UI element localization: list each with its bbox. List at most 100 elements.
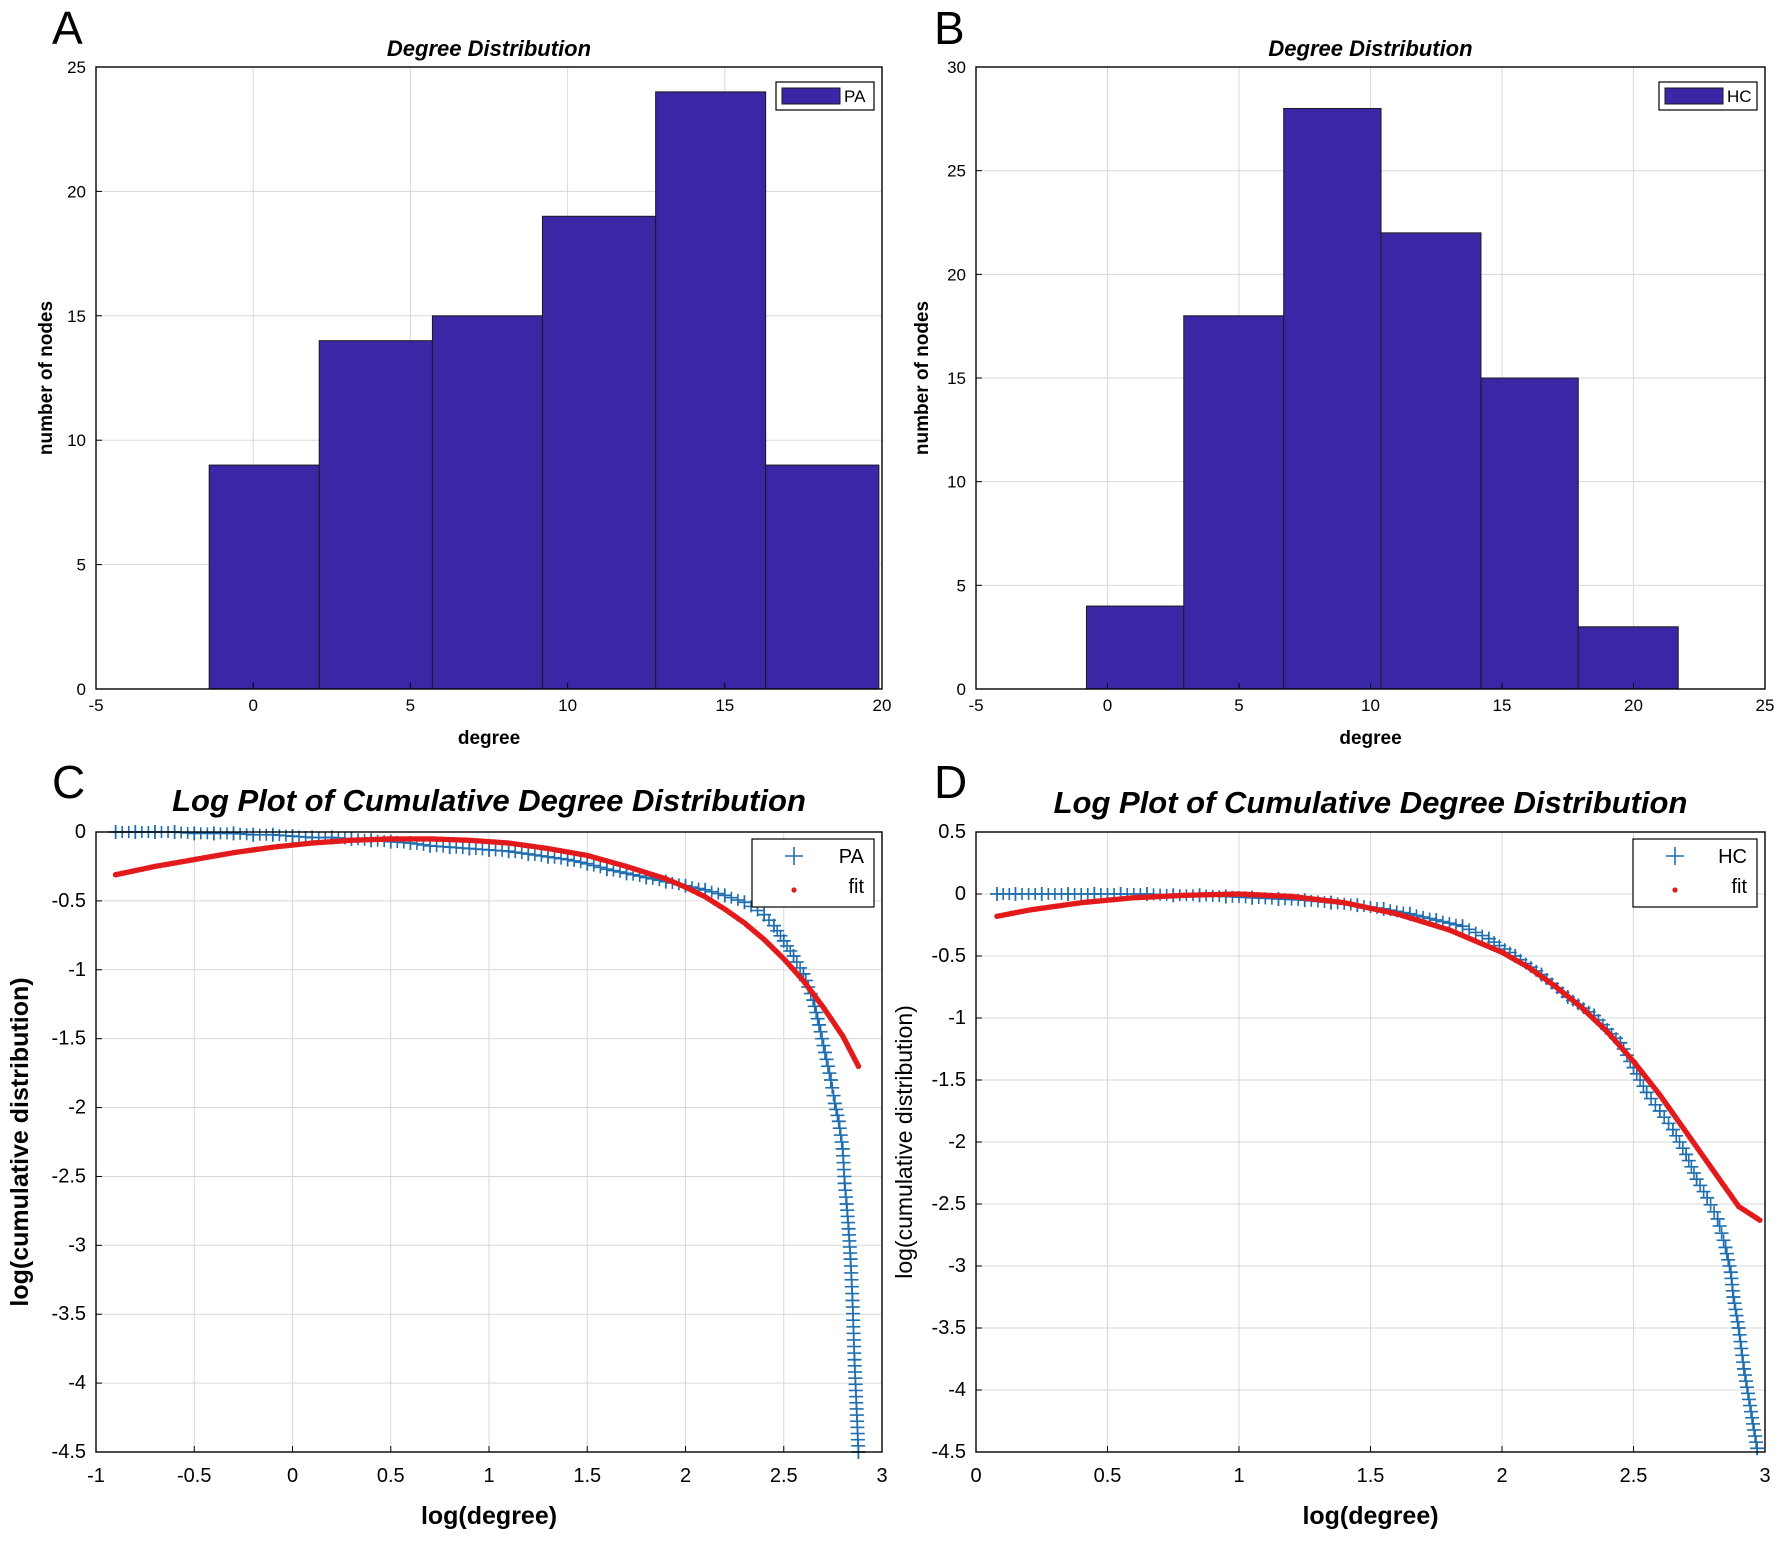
chart-b-legend-label: HC <box>1727 87 1752 106</box>
chart-c-ytick-label: -0.5 <box>52 890 86 912</box>
chart-c-point-pa <box>835 1141 852 1183</box>
chart-c-panel-letter: C <box>52 760 85 808</box>
chart-b-xtick-label: 0 <box>1103 696 1112 715</box>
chart-a-bar <box>655 91 767 690</box>
chart-b-bar <box>1183 315 1285 690</box>
chart-c-point-pa <box>843 1252 860 1300</box>
chart-a-xtick-label: -5 <box>88 696 103 715</box>
chart-a-xtick-label: 0 <box>248 696 257 715</box>
chart-d-legend-label-fit: fit <box>1731 876 1747 898</box>
chart-b-xlabel: degree <box>1339 728 1401 749</box>
chart-c-point-pa <box>521 847 549 862</box>
chart-d-point-hc <box>1271 891 1306 906</box>
chart-d-legend-label-hc: HC <box>1718 846 1747 868</box>
chart-d-ylabel: log(cumulative distribution) <box>892 1005 917 1279</box>
chart-c-point-pa <box>501 844 529 860</box>
chart-d-xtick-label: 2 <box>1496 1465 1507 1487</box>
chart-c-point-pa <box>786 949 808 974</box>
chart-d-xtick-label: 1.5 <box>1357 1465 1385 1487</box>
chart-c-ytick-label: 0 <box>75 821 86 843</box>
chart-c-ytick-label: -4 <box>68 1372 86 1394</box>
chart-b-bar <box>1480 377 1579 690</box>
chart-b-legend-swatch <box>1664 87 1724 105</box>
chart-c-point-pa <box>776 933 798 957</box>
chart-c-xtick-label: -0.5 <box>177 1465 211 1487</box>
chart-d-title: Log Plot of Cumulative Degree Distributi… <box>1054 785 1688 820</box>
chart-d-xtick-label: 3 <box>1759 1465 1770 1487</box>
chart-a-legend-label: PA <box>844 87 866 106</box>
panel-c: C Log Plot of Cumulative Degree Distribut… <box>0 760 892 1544</box>
chart-b-legend: HC <box>1658 81 1758 111</box>
chart-c-xtick-label: 2 <box>680 1465 691 1487</box>
chart-c-point-pa <box>560 852 588 869</box>
chart-d-panel-letter: D <box>934 760 967 808</box>
chart-a-bar <box>541 215 657 690</box>
chart-a-legend-swatch <box>781 87 841 105</box>
chart-d-ytick-label: -3 <box>948 1255 966 1277</box>
chart-c-ytick-label: -1.5 <box>52 1028 86 1050</box>
chart-b-bar <box>1085 605 1185 690</box>
chart-a-ytick-label: 5 <box>77 556 86 575</box>
chart-c-point-pa <box>717 888 745 906</box>
chart-d-ytick-label: -3.5 <box>932 1317 966 1339</box>
chart-b-ytick-label: 0 <box>957 680 966 699</box>
chart-d-point-hc <box>1700 1190 1722 1218</box>
chart-c-point-pa <box>845 1293 862 1360</box>
chart-c-point-pa <box>540 849 569 865</box>
chart-d-ytick-label: -0.5 <box>932 945 966 967</box>
chart-c-ylabel: log(cumulative distribution) <box>6 977 34 1306</box>
chart-b-ylabel: number of nodes <box>912 301 933 455</box>
chart-c-ytick-label: -3 <box>68 1234 86 1256</box>
chart-a-ytick-label: 25 <box>67 58 86 77</box>
chart-a-xtick-label: 15 <box>715 696 734 715</box>
panel-b: B Degree Distribution -5 0 5 10 15 20 25 0 5 10 15 20… <box>892 0 1784 760</box>
chart-b-ytick-label: 20 <box>947 265 966 284</box>
chart-b-bar <box>1283 107 1382 690</box>
chart-d-legend-box <box>1632 838 1758 908</box>
chart-c-ytick-label: -1 <box>68 959 86 981</box>
chart-d-ytick-label: -1 <box>948 1007 966 1029</box>
chart-d-xtick-label: 0 <box>970 1465 981 1487</box>
chart-c-ytick-label: -3.5 <box>52 1303 86 1325</box>
chart-a-bar <box>765 464 880 690</box>
chart-d-legend-marker-dot <box>1672 887 1678 893</box>
chart-c-ytick-label: -2.5 <box>52 1165 86 1187</box>
chart-b-xtick-label: 10 <box>1361 696 1380 715</box>
chart-c-legend-marker-dot <box>791 887 797 893</box>
chart-d-ytick-label: -1.5 <box>932 1069 966 1091</box>
chart-a-xlabel: degree <box>458 728 520 749</box>
chart-c-point-pa <box>827 1096 845 1122</box>
chart-d-point-hc <box>1626 1060 1651 1093</box>
chart-c-point-pa <box>841 1221 858 1260</box>
chart-c-point-pa <box>265 827 293 842</box>
chart-d-point-hc <box>1455 919 1490 942</box>
chart-b-ytick-label: 30 <box>947 58 966 77</box>
chart-d-ytick-label: -4.5 <box>932 1441 966 1463</box>
chart-d-point-hc <box>1736 1361 1764 1449</box>
chart-d-point-hc <box>1679 1147 1701 1179</box>
chart-d-ytick-label: -4 <box>948 1379 966 1401</box>
panel-a: A Degree Distribution -5 0 5 10 15 20 0 5 10 15 20 25… <box>0 0 892 760</box>
chart-b-xtick-label: 15 <box>1493 696 1512 715</box>
chart-c-point-pa <box>823 1073 841 1102</box>
chart-c-fit-dot <box>855 1063 862 1070</box>
chart-a-xtick-label: 5 <box>406 696 415 715</box>
chart-d-point-hc <box>1652 1104 1676 1130</box>
chart-a-title: Degree Distribution <box>387 36 591 61</box>
chart-d-xlabel: log(degree) <box>1302 1502 1438 1530</box>
chart-d-point-hc <box>1726 1290 1745 1328</box>
chart-a-ytick-label: 10 <box>67 431 86 450</box>
chart-b-xtick-label: 25 <box>1756 696 1775 715</box>
chart-a-panel-letter: A <box>52 2 83 54</box>
chart-b-xtick-label: 5 <box>1234 696 1243 715</box>
chart-b-xtick-label: -5 <box>968 696 983 715</box>
chart-c-legend-box <box>751 838 875 908</box>
chart-d-point-hc <box>1710 1211 1731 1247</box>
chart-c-xtick-label: 1.5 <box>573 1465 601 1487</box>
chart-d-point-hc <box>1750 1441 1765 1456</box>
chart-a-bar <box>318 340 433 690</box>
chart-d-series-fit <box>994 891 1763 1223</box>
chart-d-point-hc <box>1689 1172 1711 1198</box>
chart-d-ytick-label: -2 <box>948 1131 966 1153</box>
chart-d-ytick-label: -2.5 <box>932 1193 966 1215</box>
